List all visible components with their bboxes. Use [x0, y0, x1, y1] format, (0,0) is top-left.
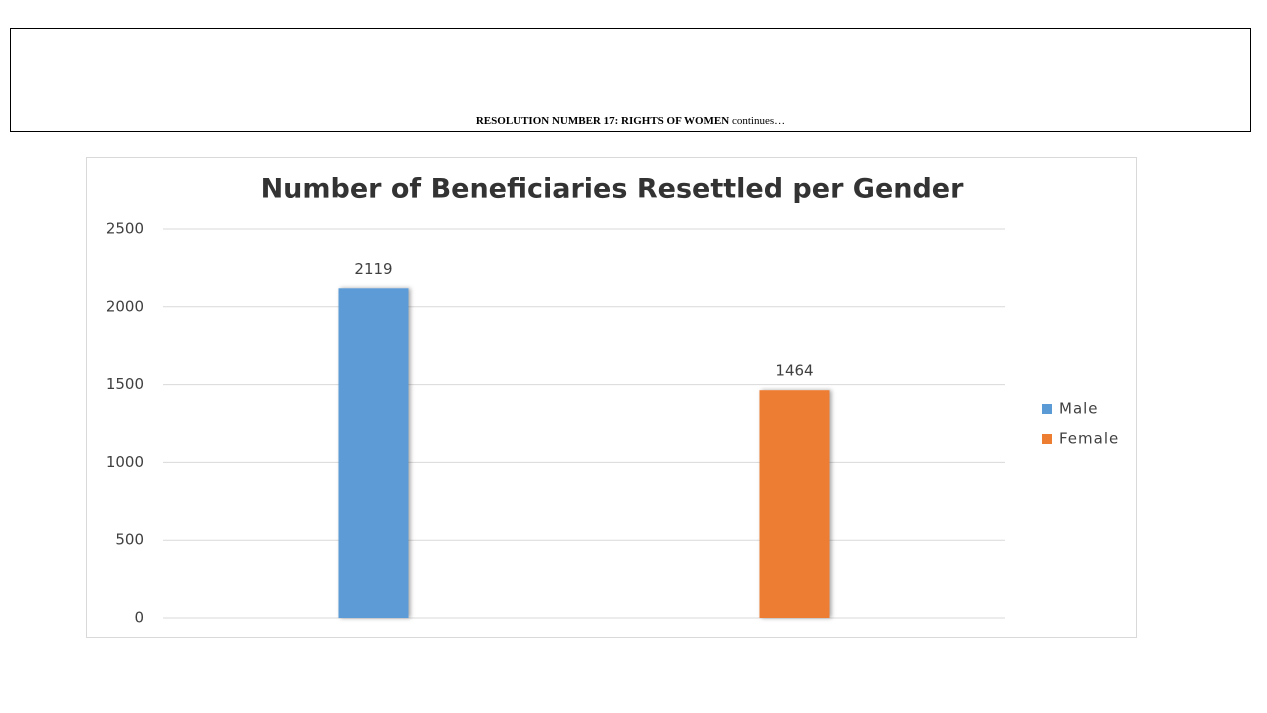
y-tick-label: 2000 [106, 297, 144, 315]
data-label: 2119 [354, 260, 392, 278]
y-tick-label: 2500 [106, 220, 144, 238]
data-label: 1464 [775, 362, 813, 380]
y-tick-label: 1500 [106, 375, 144, 393]
chart-title: Number of Beneficiaries Resettled per Ge… [261, 174, 965, 205]
y-tick-label: 500 [115, 531, 144, 549]
bar [338, 288, 409, 618]
y-tick-label: 1000 [106, 453, 144, 471]
legend-swatch [1042, 404, 1052, 414]
legend-label: Male [1059, 400, 1099, 418]
chart-frame [86, 157, 1137, 638]
header-box: RESOLUTION NUMBER 17: RIGHTS OF WOMEN co… [10, 28, 1251, 132]
header-suffix: continues… [731, 115, 786, 127]
bar [759, 390, 830, 618]
header-line: RESOLUTION NUMBER 17: RIGHTS OF WOMEN co… [11, 115, 1250, 127]
header-title: RESOLUTION NUMBER 17: RIGHTS OF WOMEN [475, 115, 730, 127]
legend-label: Female [1059, 430, 1119, 448]
y-tick-label: 0 [134, 609, 144, 627]
legend-swatch [1042, 434, 1052, 444]
